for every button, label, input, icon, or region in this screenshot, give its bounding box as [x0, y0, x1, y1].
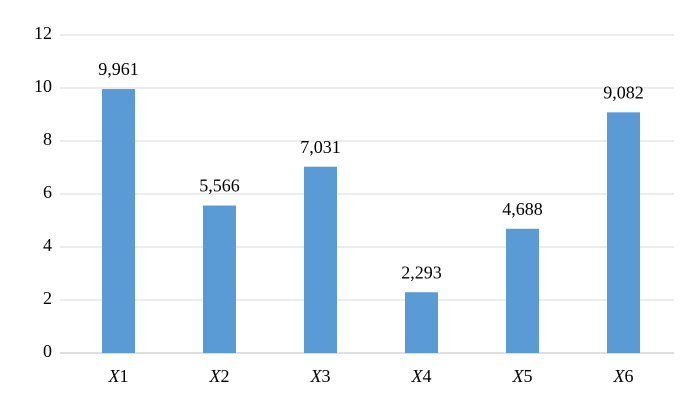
data-label: 2,293: [401, 262, 442, 282]
bar: [203, 205, 236, 353]
y-tick-label: 6: [43, 182, 52, 202]
bar: [405, 292, 438, 353]
y-tick-label: 10: [34, 76, 52, 96]
x-tick-label: X5: [512, 366, 533, 386]
data-label: 7,031: [300, 137, 341, 157]
data-label: 5,566: [199, 176, 240, 196]
bar: [304, 166, 337, 353]
data-label: 9,082: [603, 82, 644, 102]
y-tick-label: 2: [43, 288, 52, 308]
x-tick-label: X3: [310, 366, 331, 386]
bar: [102, 89, 135, 353]
data-label: 4,688: [502, 199, 543, 219]
bar: [607, 112, 640, 354]
x-tick-label: X1: [108, 366, 129, 386]
y-tick-label: 8: [43, 129, 52, 149]
y-tick-label: 0: [43, 341, 52, 361]
x-tick-label: X6: [613, 366, 634, 386]
y-tick-label: 12: [34, 23, 52, 43]
x-tick-label: X2: [209, 366, 230, 386]
y-tick-label: 4: [43, 235, 52, 255]
x-tick-label: X4: [411, 366, 432, 386]
bar: [506, 228, 539, 353]
data-label: 9,961: [98, 59, 139, 79]
